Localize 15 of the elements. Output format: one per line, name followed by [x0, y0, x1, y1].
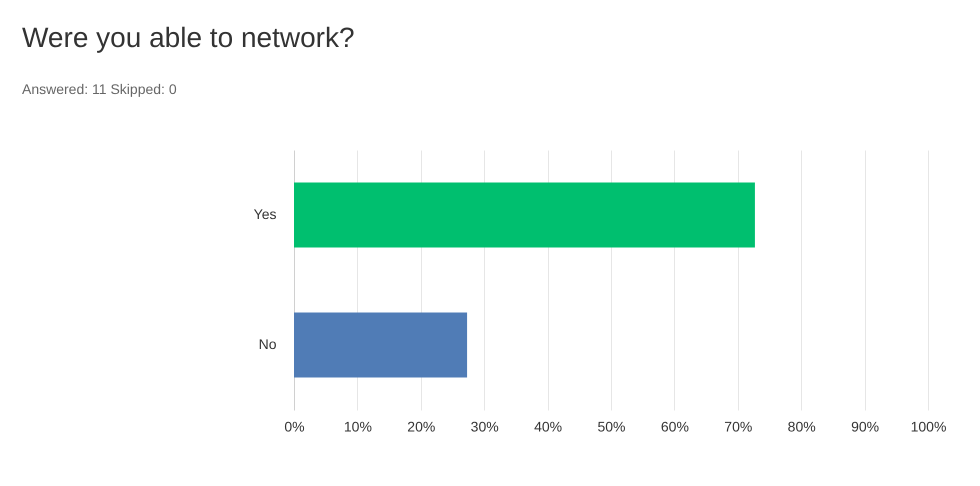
x-tick-label: 80% — [788, 418, 816, 434]
y-tick-label: Yes — [254, 206, 276, 222]
text: Answered: 11 Skipped: 0 — [22, 81, 177, 97]
x-tick-label: 20% — [407, 418, 436, 434]
x-tick-label: 0% — [284, 418, 305, 434]
x-tick-label: 70% — [724, 418, 752, 434]
x-tick-label: 40% — [534, 418, 562, 434]
chart-title: Were you able to network? — [22, 22, 355, 53]
x-tick-label: 60% — [660, 418, 689, 434]
x-tick-label: 50% — [597, 418, 626, 434]
x-tick-label: 100% — [910, 418, 946, 434]
y-tick-label: No — [258, 336, 277, 352]
x-tick-label: 90% — [851, 418, 880, 434]
x-tick-label: 10% — [344, 418, 372, 434]
x-tick-label: 30% — [470, 418, 499, 434]
